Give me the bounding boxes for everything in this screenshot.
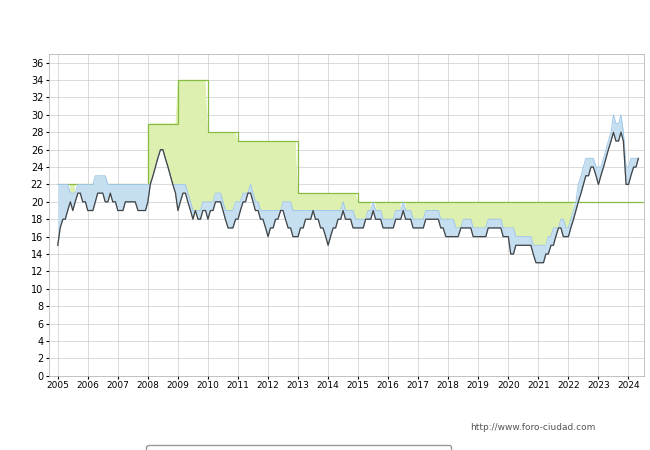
Text: http://www.foro-ciudad.com: http://www.foro-ciudad.com (471, 423, 595, 432)
Text: La Miñosa - Evolucion de la poblacion en edad de Trabajar Mayo de 2024: La Miñosa - Evolucion de la poblacion en… (82, 17, 568, 30)
Legend: Ocupados, Parados, Hab. entre 16-64: Ocupados, Parados, Hab. entre 16-64 (146, 445, 450, 450)
